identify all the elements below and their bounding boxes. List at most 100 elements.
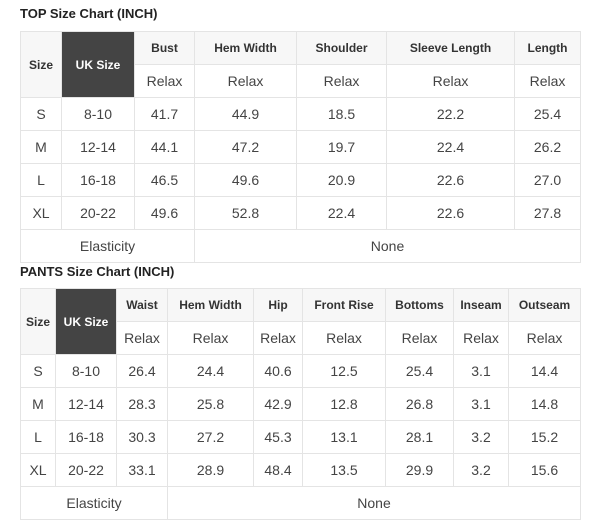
fit-cell: Relax xyxy=(453,321,509,355)
measurement-cell: 3.1 xyxy=(453,387,509,421)
column-header: Front Rise xyxy=(302,288,386,322)
size-cell: S xyxy=(20,354,56,388)
measurement-cell: 13.5 xyxy=(302,453,386,487)
column-header: Shoulder xyxy=(296,31,387,65)
column-header: Inseam xyxy=(453,288,509,322)
table-row: XL 20-22 49.6 52.8 22.4 22.6 27.8 xyxy=(20,196,581,230)
top-chart-title: TOP Size Chart (INCH) xyxy=(20,6,158,21)
measurement-cell: 14.4 xyxy=(508,354,581,388)
table-row: M 12-14 28.3 25.8 42.9 12.8 26.8 3.1 14.8 xyxy=(20,387,581,421)
column-header: Bust xyxy=(134,31,195,65)
measurement-cell: 28.9 xyxy=(167,453,254,487)
fit-cell: Relax xyxy=(134,64,195,98)
measurement-cell: 40.6 xyxy=(253,354,303,388)
measurement-cell: 3.1 xyxy=(453,354,509,388)
measurement-cell: 29.9 xyxy=(385,453,454,487)
measurement-cell: 52.8 xyxy=(194,196,297,230)
measurement-cell: 14.8 xyxy=(508,387,581,421)
fit-cell: Relax xyxy=(116,321,168,355)
size-cell: M xyxy=(20,387,56,421)
measurement-cell: 3.2 xyxy=(453,420,509,454)
size-cell: L xyxy=(20,420,56,454)
table-row: S 8-10 26.4 24.4 40.6 12.5 25.4 3.1 14.4 xyxy=(20,354,581,388)
measurement-cell: 20.9 xyxy=(296,163,387,197)
header-row: Size UK Size Bust Hem Width Shoulder Sleeve L… xyxy=(20,31,581,98)
column-header: Sleeve Length xyxy=(386,31,515,65)
measurement-cell: 42.9 xyxy=(253,387,303,421)
measurement-cell: 44.9 xyxy=(194,97,297,131)
column-header: Length xyxy=(514,31,581,65)
elasticity-value: None xyxy=(194,229,581,263)
fit-cell: Relax xyxy=(386,64,515,98)
elasticity-label: Elasticity xyxy=(20,229,195,263)
measurement-cell: 46.5 xyxy=(134,163,195,197)
uk-size-cell: 20-22 xyxy=(61,196,135,230)
measurement-cell: 33.1 xyxy=(116,453,168,487)
column-header: Hem Width xyxy=(194,31,297,65)
fit-cell: Relax xyxy=(514,64,581,98)
pants-size-table: Size UK Size Waist Hem Width Hip Front Rise Bo… xyxy=(20,288,581,520)
table-row: L 16-18 30.3 27.2 45.3 13.1 28.1 3.2 15.2 xyxy=(20,420,581,454)
measurement-cell: 27.2 xyxy=(167,420,254,454)
measurement-cell: 44.1 xyxy=(134,130,195,164)
size-cell: L xyxy=(20,163,62,197)
column-header: Bottoms xyxy=(385,288,454,322)
measurement-cell: 12.5 xyxy=(302,354,386,388)
fit-cell: Relax xyxy=(194,64,297,98)
measurement-cell: 41.7 xyxy=(134,97,195,131)
top-size-table: Size UK Size Bust Hem Width Shoulder Sleeve L… xyxy=(20,31,581,263)
fit-cell: Relax xyxy=(508,321,581,355)
fit-row: Relax Relax Relax Relax Relax xyxy=(21,64,581,98)
table-row: M 12-14 44.1 47.2 19.7 22.4 26.2 xyxy=(20,130,581,164)
uk-size-cell: 12-14 xyxy=(61,130,135,164)
measurement-cell: 15.2 xyxy=(508,420,581,454)
column-header: Outseam xyxy=(508,288,581,322)
fit-cell: Relax xyxy=(385,321,454,355)
fit-cell: Relax xyxy=(167,321,254,355)
header-row: Size UK Size Waist Hem Width Hip Front Rise Bo… xyxy=(20,288,581,355)
fit-cell: Relax xyxy=(296,64,387,98)
measurement-cell: 18.5 xyxy=(296,97,387,131)
measurement-cell: 25.4 xyxy=(385,354,454,388)
measurement-cell: 49.6 xyxy=(134,196,195,230)
elasticity-value: None xyxy=(167,486,581,520)
measurement-cell: 22.6 xyxy=(386,163,515,197)
table-row: S 8-10 41.7 44.9 18.5 22.2 25.4 xyxy=(20,97,581,131)
uk-size-cell: 12-14 xyxy=(55,387,117,421)
uk-size-cell: 20-22 xyxy=(55,453,117,487)
measurement-cell: 22.4 xyxy=(296,196,387,230)
size-header: Size xyxy=(20,31,62,98)
fit-cell: Relax xyxy=(302,321,386,355)
table-row: XL 20-22 33.1 28.9 48.4 13.5 29.9 3.2 15.6 xyxy=(20,453,581,487)
measurement-cell: 28.1 xyxy=(385,420,454,454)
size-cell: M xyxy=(20,130,62,164)
measurement-cell: 24.4 xyxy=(167,354,254,388)
uk-size-cell: 16-18 xyxy=(61,163,135,197)
measurement-cell: 12.8 xyxy=(302,387,386,421)
measurement-cell: 25.8 xyxy=(167,387,254,421)
measurement-cell: 48.4 xyxy=(253,453,303,487)
measurement-cell: 27.8 xyxy=(514,196,581,230)
measurement-cell: 22.2 xyxy=(386,97,515,131)
size-header: Size xyxy=(20,288,56,355)
elasticity-label: Elasticity xyxy=(20,486,168,520)
pants-chart-title: PANTS Size Chart (INCH) xyxy=(20,264,175,279)
measurement-cell: 27.0 xyxy=(514,163,581,197)
measurement-cell: 47.2 xyxy=(194,130,297,164)
column-header: Hip xyxy=(253,288,303,322)
measurement-cell: 19.7 xyxy=(296,130,387,164)
measurement-cell: 26.2 xyxy=(514,130,581,164)
measurement-cell: 26.4 xyxy=(116,354,168,388)
column-header: Waist xyxy=(116,288,168,322)
measurement-cell: 30.3 xyxy=(116,420,168,454)
uk-size-header: UK Size xyxy=(61,31,135,98)
uk-size-cell: 8-10 xyxy=(55,354,117,388)
elasticity-row: Elasticity None xyxy=(20,229,581,263)
size-cell: S xyxy=(20,97,62,131)
measurement-cell: 45.3 xyxy=(253,420,303,454)
uk-size-cell: 8-10 xyxy=(61,97,135,131)
measurement-cell: 28.3 xyxy=(116,387,168,421)
measurement-cell: 49.6 xyxy=(194,163,297,197)
measurement-cell: 22.6 xyxy=(386,196,515,230)
column-header: Hem Width xyxy=(167,288,254,322)
